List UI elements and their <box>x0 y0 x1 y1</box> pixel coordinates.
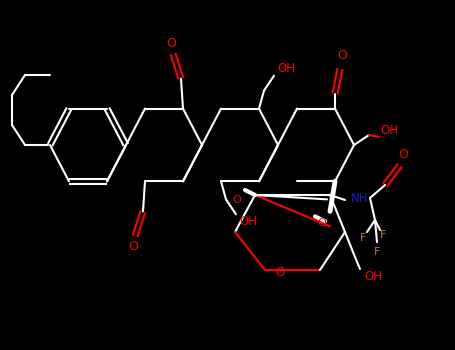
Text: O: O <box>166 37 176 50</box>
Text: F: F <box>374 247 380 257</box>
Text: OH: OH <box>277 62 295 75</box>
Text: NH: NH <box>351 191 369 204</box>
Text: O: O <box>398 148 408 161</box>
Text: F: F <box>360 233 366 243</box>
Text: OH: OH <box>380 124 398 136</box>
Text: F: F <box>380 230 386 240</box>
Text: O: O <box>128 240 138 253</box>
Text: OH: OH <box>239 215 257 228</box>
Text: O: O <box>318 218 326 228</box>
Text: O: O <box>337 49 347 62</box>
Text: OH: OH <box>364 271 382 284</box>
Text: O: O <box>233 195 241 205</box>
Text: O: O <box>275 266 285 280</box>
